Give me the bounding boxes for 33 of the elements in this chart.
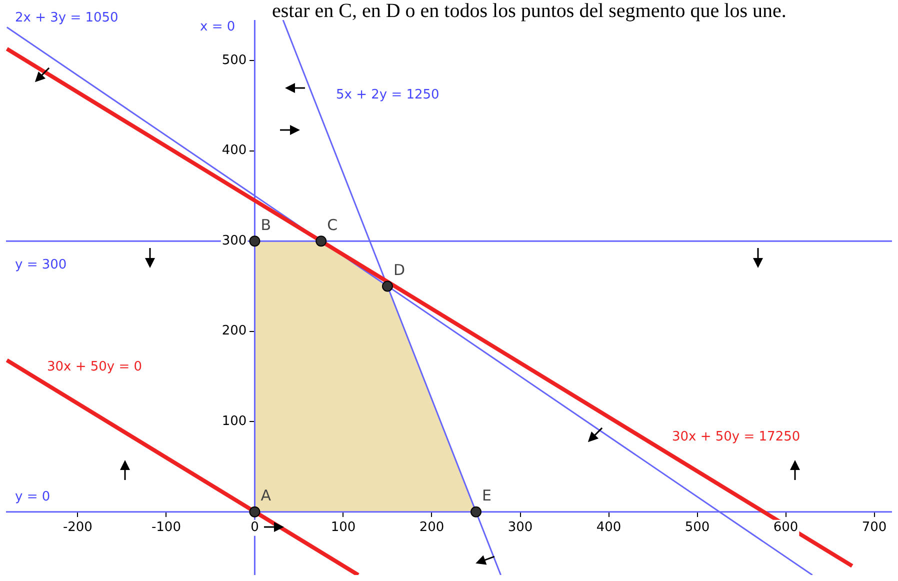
y-tick-label: 400 — [222, 143, 247, 158]
annotation: B — [260, 216, 272, 234]
annotation: y = 300 — [15, 257, 67, 272]
annotation: 30x + 50y = 17250 — [672, 429, 800, 444]
point — [249, 506, 260, 518]
annotation: y = 0 — [15, 489, 50, 504]
y-tick-label: 500 — [222, 52, 247, 68]
x-tick-label: 300 — [508, 520, 533, 536]
x-tick-label: -200 — [62, 520, 92, 536]
x-tick-label: 500 — [684, 520, 710, 536]
x-tick-label: 100 — [330, 520, 356, 536]
annotation: x = 0 — [200, 19, 236, 34]
x-tick-label: -100 — [151, 520, 181, 536]
y-tick-label: 300 — [222, 233, 247, 248]
annotation: D — [393, 261, 406, 280]
x-tick-label: 700 — [862, 520, 887, 536]
chart-title: estar en C, en D o en todos los puntos del segmento que los une. — [272, 0, 786, 23]
point — [316, 236, 327, 247]
annotation: C — [327, 216, 338, 234]
annotation: A — [260, 486, 272, 505]
annotation: 5x + 2y = 1250 — [336, 87, 440, 102]
point — [470, 506, 482, 518]
point — [249, 236, 260, 247]
point — [382, 280, 393, 292]
annotation: 2x + 3y = 1050 — [15, 10, 118, 26]
annotation: E — [482, 486, 492, 505]
y-tick-label: 100 — [222, 414, 247, 429]
x-tick-label: 0 — [250, 520, 259, 536]
x-tick-label: 400 — [596, 520, 622, 536]
y-tick-label: 200 — [222, 324, 247, 339]
x-tick-label: 200 — [419, 520, 444, 536]
x-tick-label: 600 — [773, 520, 798, 536]
annotation: 30x + 50y = 0 — [47, 359, 142, 374]
